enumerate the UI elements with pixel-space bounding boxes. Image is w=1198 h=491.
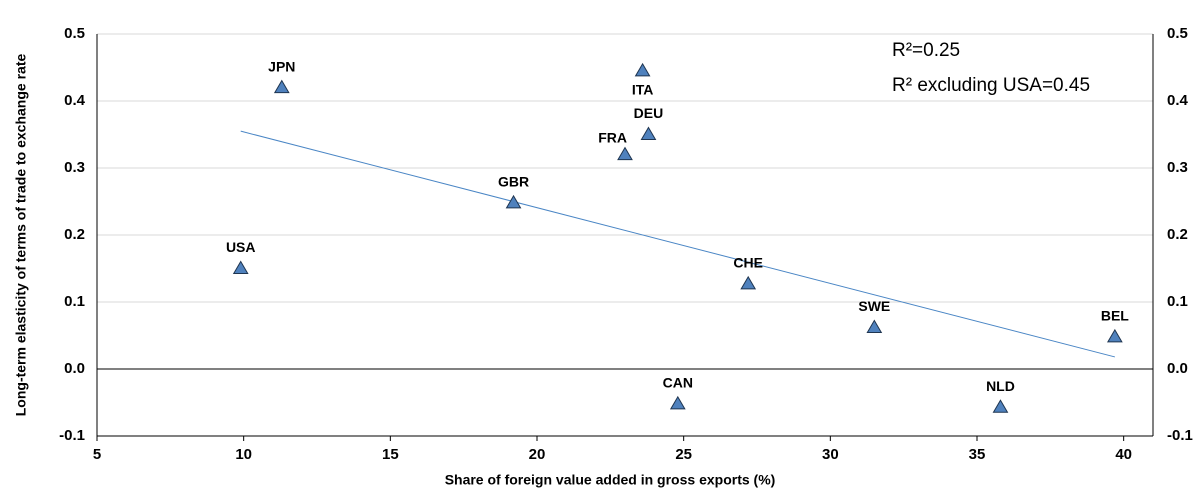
marker xyxy=(505,194,522,209)
y-axis-title: Long-term elasticity of terms of trade t… xyxy=(13,54,29,417)
marker xyxy=(992,399,1009,413)
y-tick-label: 0.2 xyxy=(64,226,85,243)
x-tick-label: 15 xyxy=(382,446,399,463)
trend-line xyxy=(240,130,1115,358)
annotation: R² excluding USA=0.45 xyxy=(892,75,1090,96)
marker xyxy=(866,319,883,333)
marker xyxy=(617,146,633,161)
marker xyxy=(740,275,757,290)
y-tick-label: 0.4 xyxy=(64,92,86,109)
point-label: GBR xyxy=(498,174,529,190)
x-tick-label: 35 xyxy=(969,446,986,463)
x-tick-label: 25 xyxy=(675,446,692,463)
y2-tick-label: 0.0 xyxy=(1167,360,1188,377)
point-label: ITA xyxy=(632,82,654,98)
marker xyxy=(634,62,651,77)
marker xyxy=(669,395,686,410)
y2-tick-label: 0.3 xyxy=(1167,159,1188,176)
point-label: JPN xyxy=(268,58,295,74)
x-tick-label: 20 xyxy=(529,446,546,463)
x-tick-label: 10 xyxy=(235,446,252,463)
point-label: BEL xyxy=(1101,308,1129,324)
y-tick-label: 0.0 xyxy=(64,360,85,377)
point-label: NLD xyxy=(986,378,1015,394)
x-tick-label: 30 xyxy=(822,446,839,463)
y2-tick-label: -0.1 xyxy=(1167,427,1193,444)
annotation: R²=0.25 xyxy=(892,40,960,61)
point-label: CAN xyxy=(663,375,693,391)
x-tick-label: 5 xyxy=(93,446,101,463)
point-label: SWE xyxy=(858,298,890,314)
y-tick-label: -0.1 xyxy=(59,427,85,444)
point-label: CHE xyxy=(733,255,763,271)
point-label: DEU xyxy=(634,105,664,121)
point-label: FRA xyxy=(598,129,627,145)
y2-tick-label: 0.4 xyxy=(1167,92,1189,109)
y2-tick-label: 0.5 xyxy=(1167,25,1188,42)
marker xyxy=(232,260,249,274)
y2-tick-label: 0.2 xyxy=(1167,226,1188,243)
y-tick-label: 0.1 xyxy=(64,293,85,310)
y2-tick-label: 0.1 xyxy=(1167,293,1188,310)
x-tick-label: 40 xyxy=(1115,446,1132,463)
marker xyxy=(640,126,657,140)
marker xyxy=(1106,328,1123,343)
point-label: USA xyxy=(226,239,256,255)
marker xyxy=(273,79,290,94)
x-axis-title: Share of foreign value added in gross ex… xyxy=(445,472,776,488)
y-tick-label: 0.3 xyxy=(64,159,85,176)
y-tick-label: 0.5 xyxy=(64,25,85,42)
